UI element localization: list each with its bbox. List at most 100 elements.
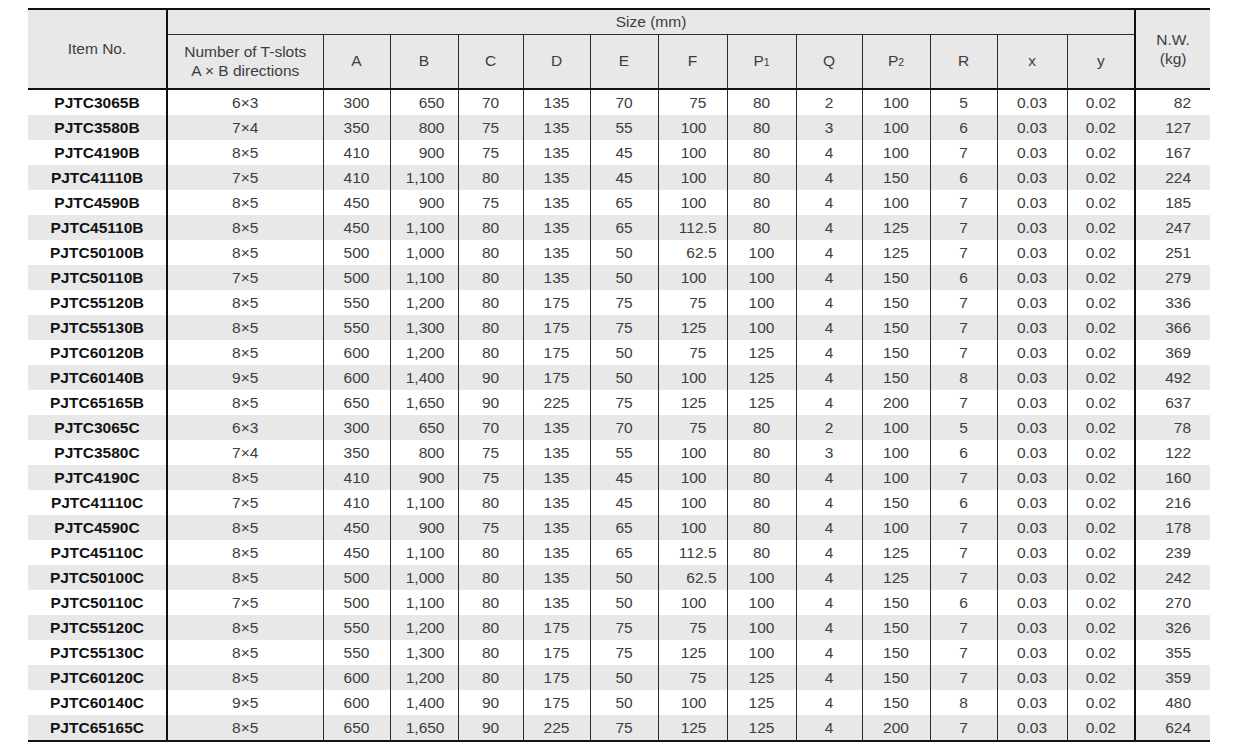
cell-d: 135: [523, 590, 590, 615]
cell-item-no: PJTC41110C: [28, 490, 167, 515]
cell-r: 7: [930, 315, 997, 340]
tslots-label-line1: Number of T-slots: [168, 42, 323, 61]
cell-y: 0.02: [1067, 690, 1135, 715]
cell-a: 500: [323, 265, 390, 290]
cell-q: 4: [796, 540, 862, 565]
cell-x: 0.03: [997, 240, 1067, 265]
cell-p1: 125: [727, 690, 796, 715]
cell-f: 125: [658, 315, 727, 340]
cell-d: 175: [523, 340, 590, 365]
cell-a: 650: [323, 715, 390, 741]
cell-p2: 150: [862, 690, 930, 715]
cell-p2: 150: [862, 640, 930, 665]
cell-f: 75: [658, 615, 727, 640]
cell-a: 500: [323, 565, 390, 590]
table-row: PJTC60140C9×56001,4009017550100125415080…: [28, 690, 1210, 715]
cell-tslots: 7×5: [167, 165, 323, 190]
cell-x: 0.03: [997, 165, 1067, 190]
cell-nw: 624: [1135, 715, 1210, 741]
cell-c: 80: [458, 565, 523, 590]
cell-q: 4: [796, 365, 862, 390]
cell-c: 80: [458, 640, 523, 665]
spec-table: Item No. Size (mm) N.W. (kg) Number of T…: [28, 8, 1210, 742]
cell-b: 1,200: [390, 665, 458, 690]
cell-f: 62.5: [658, 565, 727, 590]
cell-y: 0.02: [1067, 640, 1135, 665]
cell-d: 135: [523, 165, 590, 190]
cell-tslots: 8×5: [167, 565, 323, 590]
cell-x: 0.03: [997, 415, 1067, 440]
cell-tslots: 8×5: [167, 715, 323, 741]
cell-d: 135: [523, 565, 590, 590]
cell-tslots: 8×5: [167, 140, 323, 165]
cell-item-no: PJTC45110B: [28, 215, 167, 240]
cell-y: 0.02: [1067, 365, 1135, 390]
cell-r: 7: [930, 615, 997, 640]
cell-q: 4: [796, 615, 862, 640]
cell-c: 80: [458, 215, 523, 240]
cell-y: 0.02: [1067, 89, 1135, 115]
table-row: PJTC65165C8×56501,6509022575125125420070…: [28, 715, 1210, 741]
cell-x: 0.03: [997, 490, 1067, 515]
cell-r: 6: [930, 165, 997, 190]
spec-table-container: Item No. Size (mm) N.W. (kg) Number of T…: [28, 8, 1210, 742]
cell-q: 4: [796, 515, 862, 540]
table-row: PJTC55120B8×55501,200801757575100415070.…: [28, 290, 1210, 315]
cell-p1: 125: [727, 665, 796, 690]
cell-item-no: PJTC55130B: [28, 315, 167, 340]
cell-c: 75: [458, 515, 523, 540]
cell-item-no: PJTC60140C: [28, 690, 167, 715]
cell-x: 0.03: [997, 340, 1067, 365]
cell-p2: 150: [862, 265, 930, 290]
cell-q: 4: [796, 390, 862, 415]
col-header-y: y: [1067, 34, 1135, 89]
cell-tslots: 6×3: [167, 415, 323, 440]
cell-b: 1,650: [390, 390, 458, 415]
cell-d: 135: [523, 515, 590, 540]
col-header-p1: P1: [727, 34, 796, 89]
cell-nw: 178: [1135, 515, 1210, 540]
cell-d: 175: [523, 315, 590, 340]
cell-nw: 359: [1135, 665, 1210, 690]
cell-item-no: PJTC50110C: [28, 590, 167, 615]
cell-a: 600: [323, 340, 390, 365]
cell-a: 410: [323, 140, 390, 165]
cell-y: 0.02: [1067, 390, 1135, 415]
cell-d: 135: [523, 465, 590, 490]
table-row: PJTC4190B8×5410900751354510080410070.030…: [28, 140, 1210, 165]
col-header-r: R: [930, 34, 997, 89]
table-row: PJTC55130B8×55501,3008017575125100415070…: [28, 315, 1210, 340]
cell-c: 70: [458, 89, 523, 115]
cell-c: 80: [458, 590, 523, 615]
cell-c: 80: [458, 540, 523, 565]
cell-y: 0.02: [1067, 315, 1135, 340]
cell-f: 62.5: [658, 240, 727, 265]
cell-c: 80: [458, 615, 523, 640]
cell-b: 1,300: [390, 315, 458, 340]
cell-a: 500: [323, 240, 390, 265]
cell-y: 0.02: [1067, 140, 1135, 165]
cell-item-no: PJTC65165C: [28, 715, 167, 741]
cell-x: 0.03: [997, 640, 1067, 665]
cell-tslots: 7×4: [167, 115, 323, 140]
cell-r: 7: [930, 715, 997, 741]
tslots-label-line2: A × B directions: [168, 61, 323, 80]
cell-d: 175: [523, 290, 590, 315]
cell-p1: 80: [727, 140, 796, 165]
col-header-x: x: [997, 34, 1067, 89]
table-row: PJTC60120B8×56001,200801755075125415070.…: [28, 340, 1210, 365]
cell-nw: 239: [1135, 540, 1210, 565]
cell-a: 550: [323, 640, 390, 665]
cell-item-no: PJTC3065C: [28, 415, 167, 440]
cell-x: 0.03: [997, 590, 1067, 615]
cell-d: 135: [523, 440, 590, 465]
cell-c: 80: [458, 240, 523, 265]
cell-p2: 150: [862, 590, 930, 615]
cell-y: 0.02: [1067, 415, 1135, 440]
cell-b: 1,100: [390, 165, 458, 190]
cell-e: 65: [590, 540, 658, 565]
cell-p2: 100: [862, 115, 930, 140]
cell-nw: 127: [1135, 115, 1210, 140]
cell-tslots: 8×5: [167, 515, 323, 540]
cell-nw: 167: [1135, 140, 1210, 165]
